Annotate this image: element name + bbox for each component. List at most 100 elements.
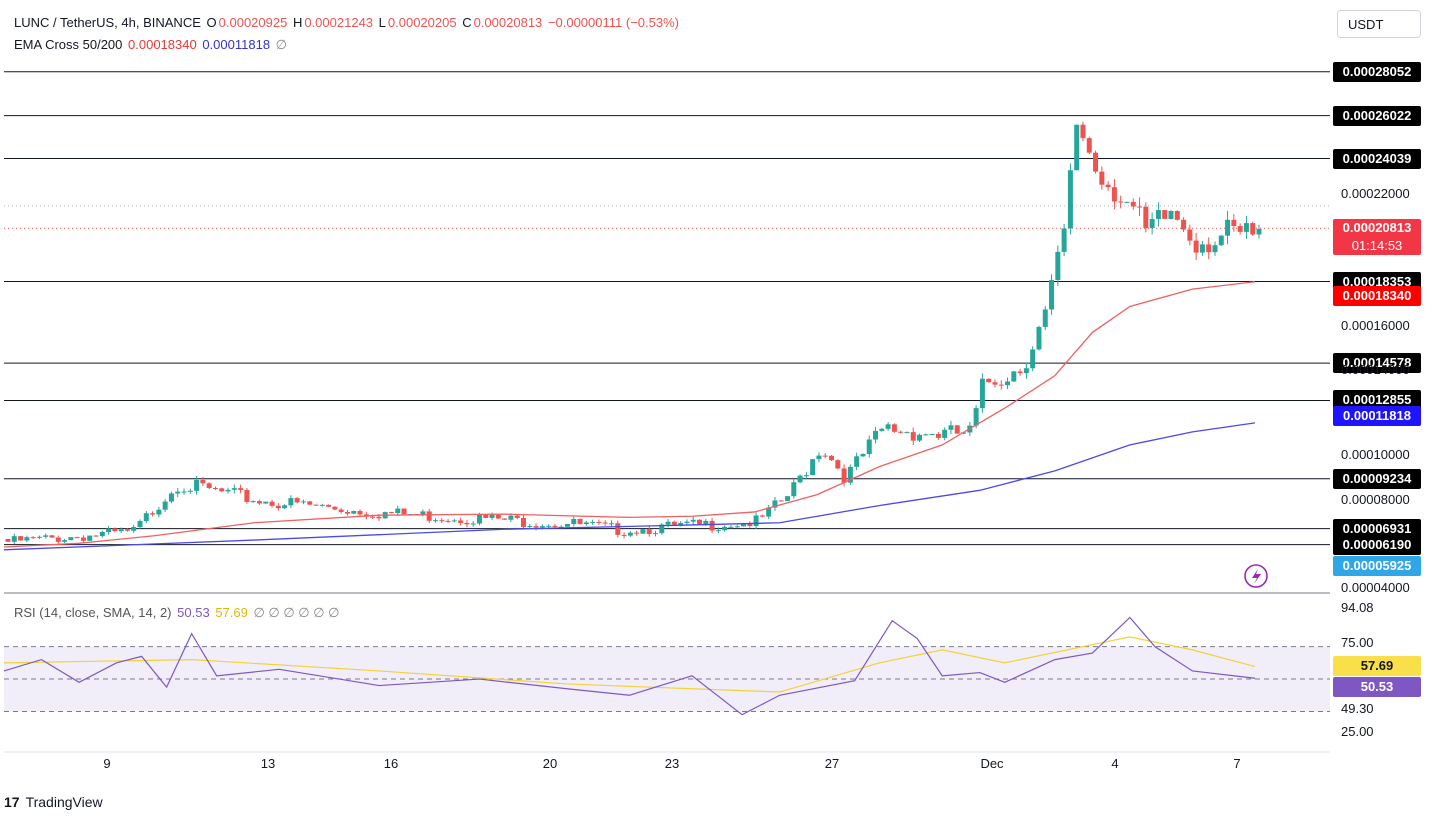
tradingview-logo: 17 TradingView (4, 794, 103, 810)
candle (118, 529, 124, 532)
rsi-tick: 25.00 (1341, 724, 1374, 739)
candle (106, 528, 112, 533)
rsi-header: RSI (14, close, SMA, 14, 2) 50.53 57.69 … (14, 605, 340, 620)
candle (772, 500, 778, 508)
candle (489, 514, 495, 518)
candle (917, 434, 923, 441)
candle (502, 518, 508, 520)
candle (690, 519, 696, 522)
time-tick: 9 (103, 756, 111, 771)
candle (200, 479, 206, 484)
candle (1124, 201, 1130, 203)
candle (552, 525, 558, 527)
candle (351, 511, 357, 514)
candle (546, 525, 552, 527)
candle (55, 537, 61, 542)
candle (250, 501, 256, 503)
candle (288, 498, 294, 506)
candle (1099, 171, 1105, 185)
candle (1174, 211, 1180, 220)
candle (212, 488, 218, 490)
ema-label: EMA Cross 50/200 (14, 37, 123, 52)
candle (835, 460, 841, 469)
high-value: 0.00021243 (304, 15, 374, 30)
candle (124, 529, 130, 531)
candle (1250, 223, 1256, 235)
candle (1162, 210, 1168, 219)
candle (577, 518, 583, 525)
candle (998, 384, 1004, 386)
candle (319, 504, 325, 506)
candle (898, 431, 904, 433)
candle (910, 432, 916, 441)
candle (269, 501, 275, 506)
time-tick: 13 (260, 756, 276, 771)
ema200-price-label: 0.00011818 (1333, 406, 1421, 426)
candle (571, 518, 577, 525)
candle (697, 519, 703, 524)
time-tick: 4 (1111, 756, 1119, 771)
candle (766, 507, 772, 517)
candle (1149, 218, 1155, 229)
candle (300, 501, 306, 503)
candle (671, 521, 677, 525)
candle (854, 456, 860, 467)
candle (929, 433, 935, 435)
candle (1017, 371, 1023, 374)
candle (1143, 206, 1149, 229)
candle (954, 425, 960, 434)
price-tick: 0.00010000 (1341, 447, 1410, 462)
time-tick: Dec (980, 756, 1004, 771)
candle (1237, 226, 1243, 232)
candle (860, 454, 866, 457)
candle (841, 468, 847, 483)
candle (634, 532, 640, 534)
candle (728, 526, 734, 528)
candle (401, 508, 407, 515)
candle (822, 455, 828, 457)
candle (131, 526, 137, 531)
level-label-5: 0.00012855 (1333, 390, 1421, 411)
ema50-line (3, 281, 1256, 548)
candle (527, 526, 533, 528)
candle (1243, 223, 1249, 232)
candle (470, 523, 476, 525)
candle (313, 504, 319, 506)
price-tick: 0.00022000 (1341, 186, 1410, 201)
candle (873, 430, 879, 440)
candle (1049, 280, 1055, 310)
candle (99, 532, 105, 537)
candle (263, 501, 269, 504)
candle (68, 537, 74, 541)
candle (703, 520, 709, 524)
candle (24, 537, 30, 541)
time-tick: 27 (824, 756, 840, 771)
candle (1212, 245, 1218, 253)
candle (665, 521, 671, 525)
rsi-value-label: 50.53 (1333, 677, 1421, 697)
low-value: 0.00020205 (387, 15, 457, 30)
candle (885, 424, 891, 429)
candle (1023, 368, 1029, 374)
candle (439, 520, 445, 522)
time-tick: 7 (1233, 756, 1241, 771)
candle (879, 428, 885, 431)
candle (206, 483, 212, 489)
lightning-icon-bolt (1252, 569, 1261, 584)
candle (1181, 219, 1187, 230)
candle (747, 523, 753, 527)
candle (810, 459, 816, 476)
candle (194, 479, 200, 491)
candle (225, 489, 231, 492)
rsi-label: RSI (14, close, SMA, 14, 2) (14, 605, 172, 620)
candle (1086, 138, 1092, 153)
candle (1036, 326, 1042, 350)
candle (143, 513, 149, 522)
candle (357, 511, 363, 515)
level-label-6: 0.00009234 (1333, 468, 1421, 489)
rsi-value: 50.53 (177, 605, 210, 620)
currency-button[interactable]: USDT (1337, 10, 1421, 38)
candle (1105, 184, 1111, 188)
candle (175, 491, 181, 494)
